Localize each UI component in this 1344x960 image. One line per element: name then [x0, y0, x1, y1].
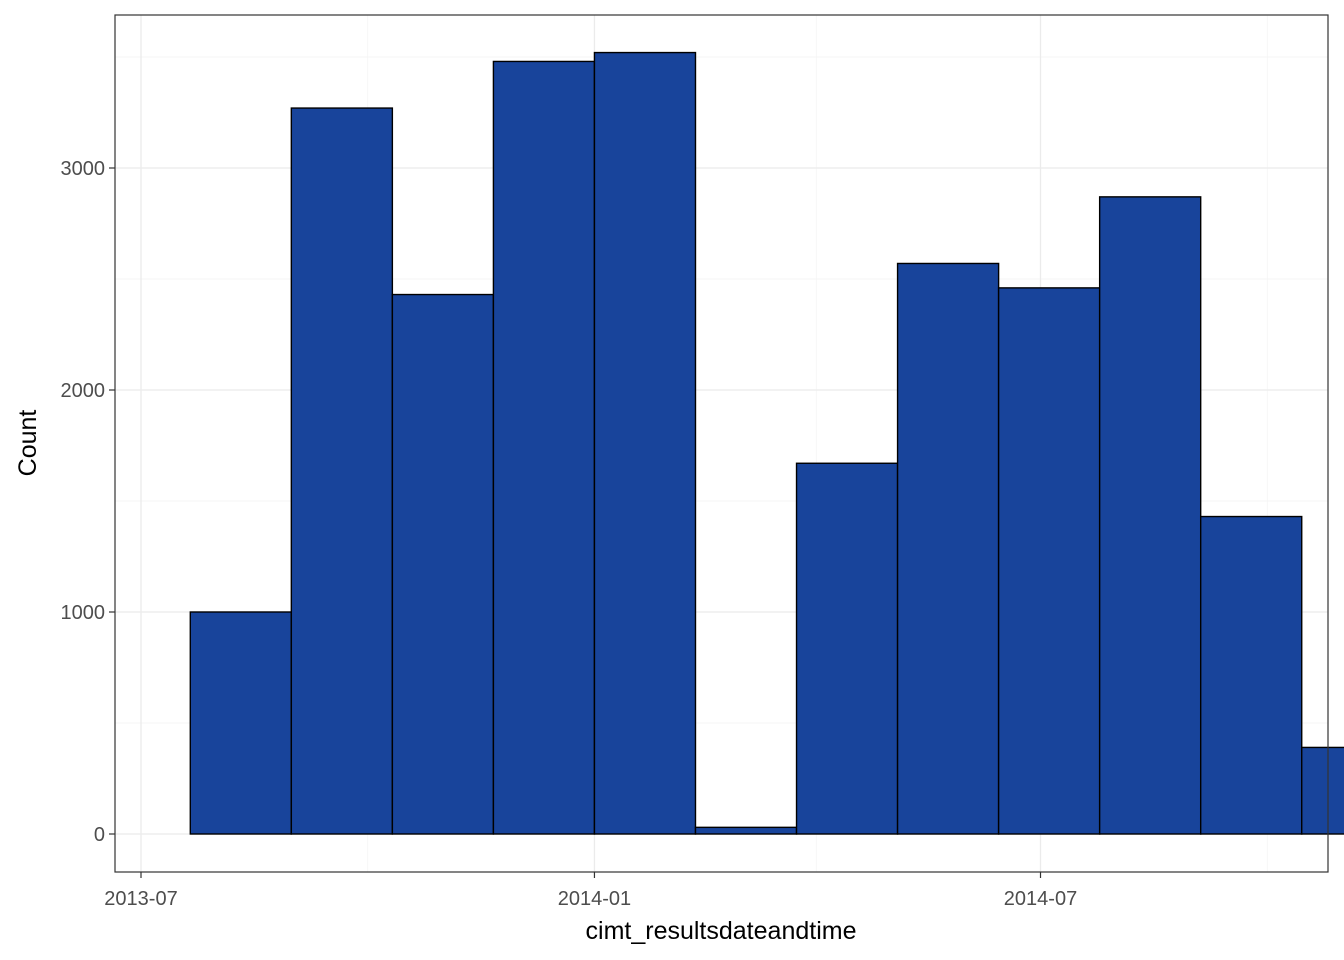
y-tick-label: 0	[94, 824, 105, 846]
histogram-bar	[694, 826, 798, 835]
y-tick-label: 1000	[61, 602, 106, 624]
x-tick-label: 2013-07	[104, 888, 177, 910]
histogram-bar	[290, 107, 394, 835]
y-axis-title: Count	[14, 410, 42, 477]
histogram-bar	[492, 60, 596, 835]
x-axis: 2013-07 2014-01 2014-07	[104, 872, 1077, 910]
x-axis-title: cimt_resultsdateandtime	[586, 917, 857, 945]
histogram-bar	[896, 262, 1000, 835]
histogram-bar	[997, 287, 1101, 835]
plot-panel-border	[114, 14, 1329, 873]
histogram-bar	[189, 611, 293, 835]
histogram-bars	[189, 51, 1344, 835]
histogram-bar	[795, 462, 899, 835]
histogram-bar	[1301, 746, 1344, 835]
y-tick-label: 2000	[61, 380, 106, 402]
histogram-bar	[391, 293, 495, 835]
histogram-bar	[593, 51, 697, 835]
y-tick-label: 3000	[61, 158, 106, 180]
x-tick-label: 2014-07	[1004, 888, 1077, 910]
histogram-bar	[1199, 515, 1303, 835]
histogram-bar	[1098, 196, 1202, 835]
y-axis: 0 1000 2000 3000	[61, 158, 115, 846]
x-tick-label: 2014-01	[558, 888, 631, 910]
